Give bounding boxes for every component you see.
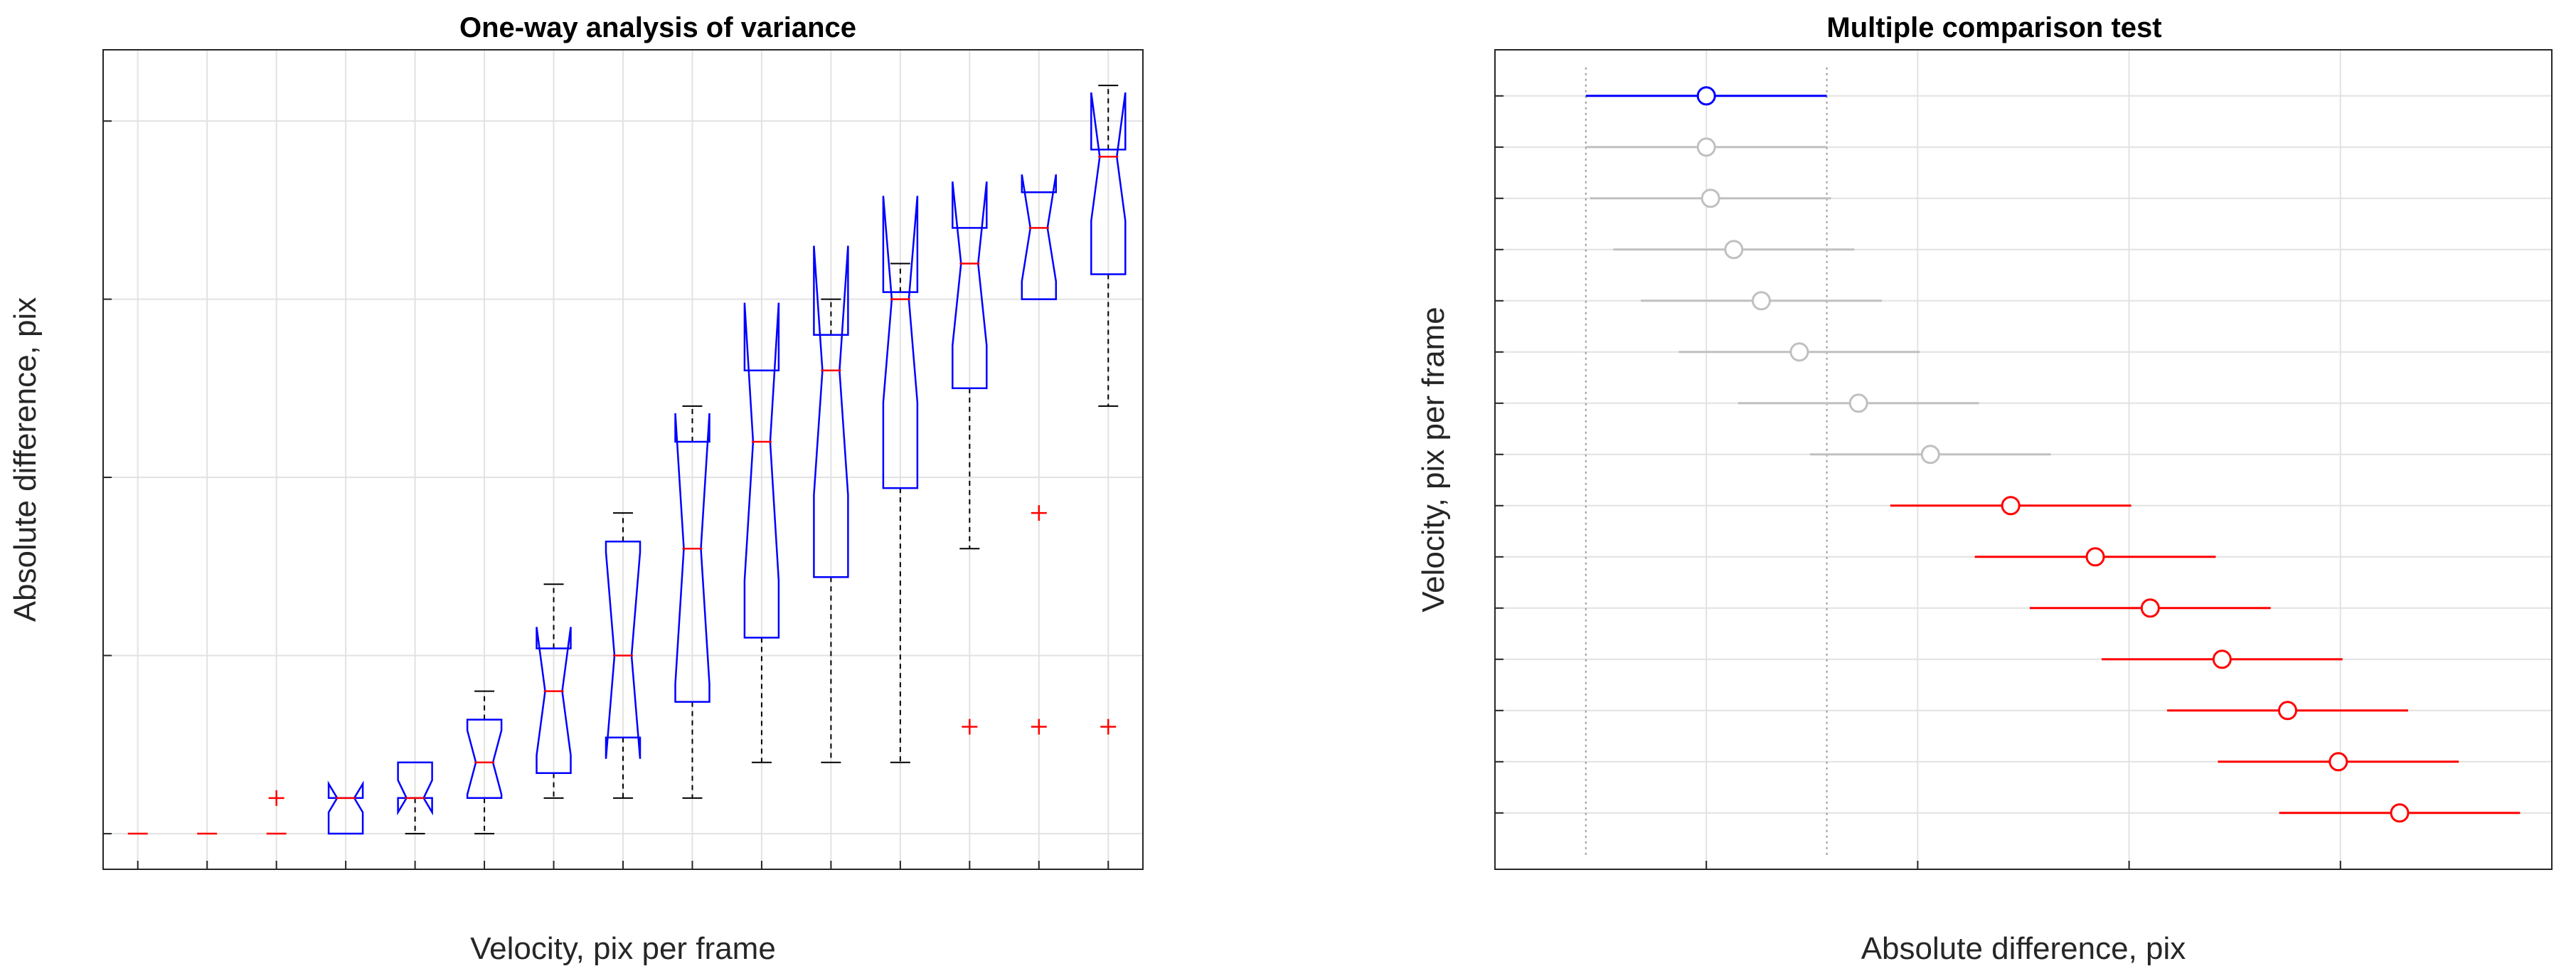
multcompare-gridlines <box>1494 50 2553 869</box>
outlier-marker <box>962 718 978 735</box>
notched-box <box>536 627 572 775</box>
group-mean-marker <box>1920 445 1940 465</box>
notched-box <box>1021 174 1058 300</box>
group-mean-marker <box>1789 342 1809 362</box>
group-mean-marker <box>2328 752 2348 772</box>
interval-group-7 <box>1737 393 1979 413</box>
interval-group-12 <box>2101 649 2343 669</box>
outlier-marker <box>1100 718 1117 735</box>
anova-tick-labels <box>103 120 1109 869</box>
outlier-marker <box>1031 718 1047 735</box>
box-group-13 <box>952 181 988 735</box>
box-group-8 <box>605 512 642 799</box>
interval-group-14 <box>2218 752 2459 772</box>
anova-y-axis-label: Absolute difference, pix <box>8 297 43 622</box>
group-mean-marker <box>2212 649 2232 669</box>
notched-box <box>743 302 780 639</box>
interval-group-6 <box>1678 342 1920 362</box>
group-mean-marker <box>1848 393 1868 413</box>
group-mean-marker <box>2140 598 2160 618</box>
outlier-marker <box>1031 505 1047 521</box>
box-group-5 <box>397 761 433 834</box>
interval-group-9 <box>1890 496 2131 516</box>
box-group-4 <box>327 780 364 835</box>
box-group-3 <box>266 790 287 835</box>
notched-box <box>327 780 364 835</box>
interval-group-8 <box>1809 445 2051 465</box>
group-mean-marker <box>1751 291 1771 311</box>
interval-group-4 <box>1613 240 1855 260</box>
box-group-9 <box>674 405 710 799</box>
notched-box <box>813 245 849 578</box>
multcompare-y-axis-label: Velocity, pix per frame <box>1416 307 1451 612</box>
interval-group-13 <box>2167 701 2408 721</box>
anova-boxplot-chart: One-way analysis of variance Velocity, p… <box>8 12 1144 966</box>
group-mean-marker <box>2001 496 2021 516</box>
interval-group-2 <box>1585 137 1827 157</box>
interval-group-15 <box>2279 803 2521 823</box>
notched-box <box>1090 92 1127 275</box>
multcompare-tick-labels <box>1494 95 2553 869</box>
anova-boxes <box>127 85 1127 835</box>
group-mean-marker <box>2390 803 2410 823</box>
group-mean-marker <box>1696 86 1716 106</box>
notched-box <box>674 413 710 703</box>
group-mean-marker <box>1724 240 1744 260</box>
interval-group-1 <box>1585 86 1827 106</box>
multcompare-chart: Multiple comparison test Absolute differ… <box>1416 12 2553 966</box>
multcompare-axes-box <box>1494 49 2553 870</box>
notched-box <box>882 196 919 489</box>
group-mean-marker <box>2278 701 2297 721</box>
notched-box <box>605 540 642 759</box>
group-mean-marker <box>2085 547 2105 567</box>
group-mean-marker <box>1696 137 1716 157</box>
box-group-14 <box>1021 174 1058 735</box>
anova-gridlines <box>103 50 1143 869</box>
interval-group-11 <box>2029 598 2271 618</box>
box-group-6 <box>466 690 503 834</box>
notched-box <box>952 181 988 390</box>
group-mean-marker <box>1701 189 1720 208</box>
notched-box <box>466 718 503 800</box>
multcompare-intervals <box>1585 86 2521 823</box>
box-group-7 <box>536 583 572 799</box>
box-group-11 <box>813 245 849 763</box>
multcompare-chart-title: Multiple comparison test <box>1826 12 2161 43</box>
interval-group-3 <box>1590 189 1831 208</box>
interval-group-10 <box>1974 547 2216 567</box>
box-group-15 <box>1090 85 1127 735</box>
multcompare-x-axis-label: Absolute difference, pix <box>1861 931 2186 966</box>
outlier-marker <box>268 790 284 806</box>
interval-group-5 <box>1641 291 1882 311</box>
anova-chart-title: One-way analysis of variance <box>459 12 856 43</box>
box-group-12 <box>882 196 919 763</box>
box-group-10 <box>743 302 780 763</box>
anova-x-axis-label: Velocity, pix per frame <box>470 931 776 966</box>
notched-box <box>397 761 433 816</box>
